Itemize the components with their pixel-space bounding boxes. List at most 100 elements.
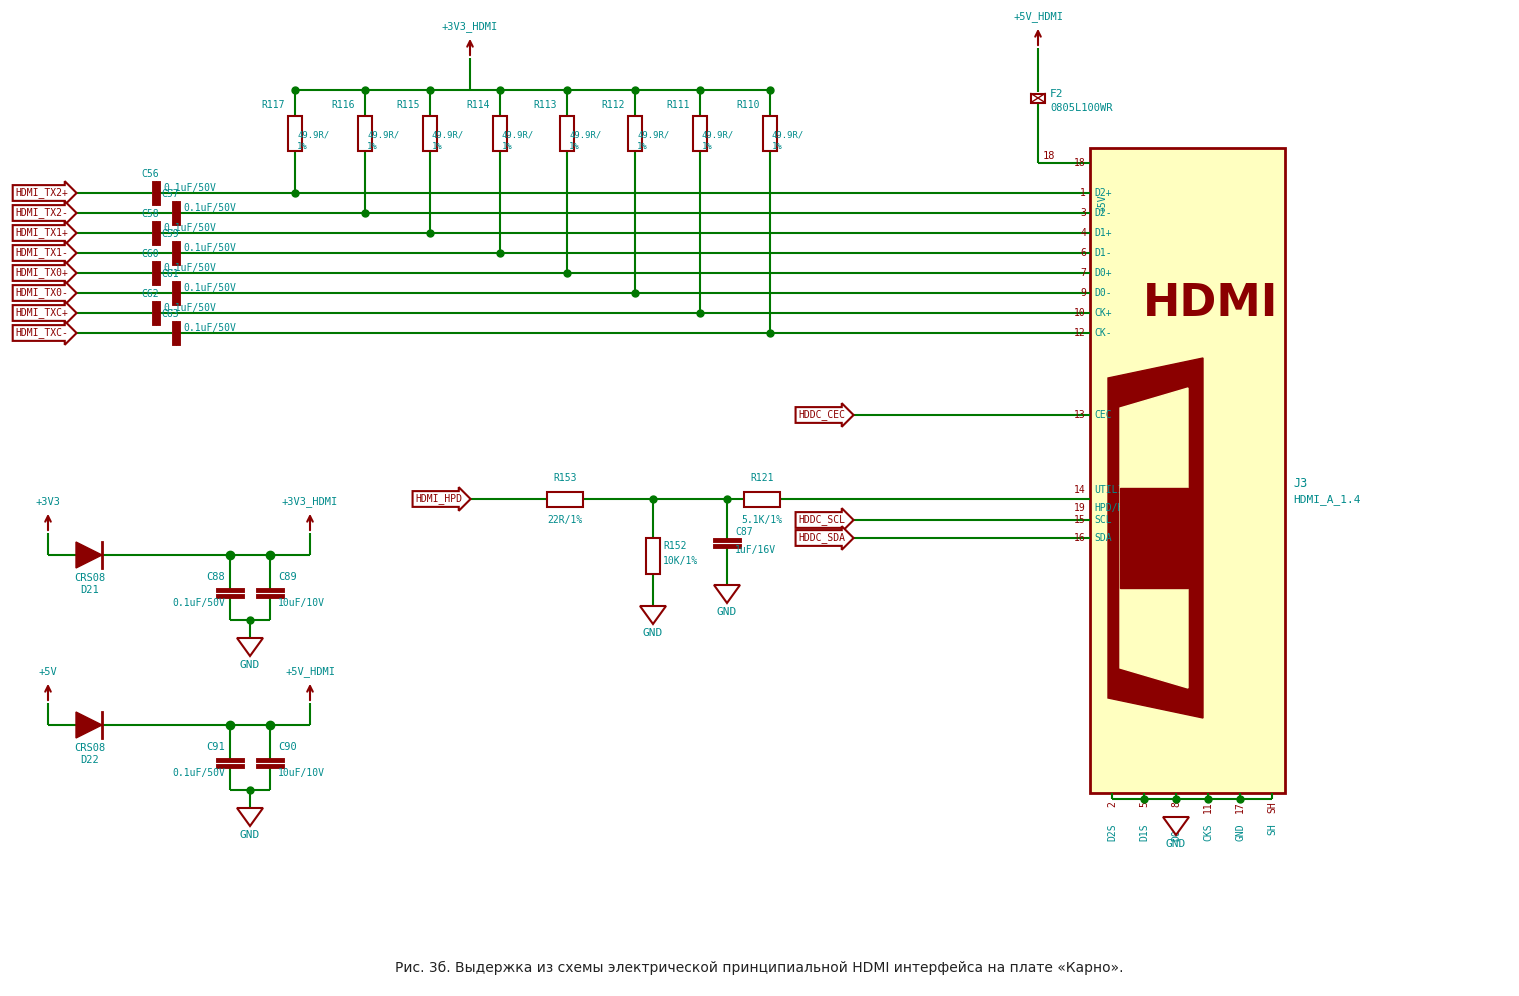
Text: R113: R113 [533,100,557,110]
Text: 12: 12 [1074,328,1086,338]
Text: HDDC_SDA: HDDC_SDA [797,533,845,544]
Text: D1S: D1S [1139,823,1148,841]
Text: R115: R115 [396,100,419,110]
Text: C63: C63 [161,309,179,319]
Text: +5V_HDMI: +5V_HDMI [286,666,336,677]
Text: D2-: D2- [1094,208,1112,218]
Text: R110: R110 [737,100,760,110]
Text: CRS08: CRS08 [74,743,106,753]
Bar [494,116,507,150]
Text: D1-: D1- [1094,248,1112,258]
Text: 1%: 1% [636,141,647,150]
Text: 0.1uF/50V: 0.1uF/50V [172,598,225,608]
Text: 1%: 1% [368,141,378,150]
Text: R116: R116 [331,100,355,110]
Text: +3V3_HDMI: +3V3_HDMI [442,21,498,32]
Polygon shape [76,712,102,738]
Text: C62: C62 [141,289,159,299]
Text: CK+: CK+ [1094,308,1112,318]
Text: C91: C91 [207,742,225,752]
Text: C56: C56 [141,169,159,179]
Bar [1031,94,1045,103]
Text: D21: D21 [81,585,99,595]
Text: HDMI: HDMI [1144,282,1279,325]
Text: C90: C90 [278,742,296,752]
Text: GND: GND [240,660,260,670]
Text: 49.9R/: 49.9R/ [772,130,804,139]
Polygon shape [639,606,665,624]
Text: C57: C57 [161,189,179,199]
Text: +5V_HDMI: +5V_HDMI [1013,11,1063,22]
Text: C88: C88 [207,572,225,582]
Text: 0.1uF/50V: 0.1uF/50V [163,303,216,313]
Text: HDDC_SCL: HDDC_SCL [797,515,845,526]
Text: HDMI_TX1+: HDMI_TX1+ [15,227,68,238]
Text: R153: R153 [553,473,577,483]
Text: R117: R117 [261,100,286,110]
Text: HDMI_TXC+: HDMI_TXC+ [15,308,68,319]
Bar [358,116,372,150]
Text: 7: 7 [1080,268,1086,278]
Text: GND: GND [717,607,737,617]
Text: 11: 11 [1203,801,1214,813]
Bar [763,116,778,150]
Text: HDMI_TXC-: HDMI_TXC- [15,328,68,339]
Text: GND: GND [1167,839,1186,849]
Text: D2S: D2S [1107,823,1116,841]
Text: 1%: 1% [772,141,782,150]
Text: 2: 2 [1107,801,1116,807]
Text: CEC: CEC [1094,410,1112,420]
Text: 0805L100WR: 0805L100WR [1050,103,1112,113]
Text: 1: 1 [1080,188,1086,198]
Polygon shape [1120,388,1188,688]
Text: 5.1K/1%: 5.1K/1% [741,515,782,525]
Text: 1uF/16V: 1uF/16V [735,545,776,555]
Text: C89: C89 [278,572,296,582]
Text: +3V3: +3V3 [35,497,61,507]
Text: 0.1uF/50V: 0.1uF/50V [182,283,235,293]
Text: D22: D22 [81,755,99,765]
Text: 1%: 1% [431,141,442,150]
Text: 0.1uF/50V: 0.1uF/50V [182,243,235,253]
Text: 16: 16 [1074,533,1086,543]
Text: SCL: SCL [1094,515,1112,525]
Text: 10: 10 [1074,308,1086,318]
Text: SH: SH [1267,801,1277,813]
Text: 0.1uF/50V: 0.1uF/50V [163,223,216,233]
Text: HDMI_A_1.4: HDMI_A_1.4 [1293,494,1361,505]
Polygon shape [76,542,102,568]
Text: 17: 17 [1235,801,1246,813]
Text: C61: C61 [161,269,179,279]
Text: 0.1uF/50V: 0.1uF/50V [182,323,235,333]
Text: 4: 4 [1080,228,1086,238]
Text: C58: C58 [141,209,159,219]
Text: 0.1uF/50V: 0.1uF/50V [163,183,216,193]
Text: R114: R114 [466,100,491,110]
Text: GND: GND [1235,823,1246,841]
Text: 15: 15 [1074,515,1086,525]
Text: CK-: CK- [1094,328,1112,338]
Text: 49.9R/: 49.9R/ [368,130,399,139]
Bar [547,491,583,507]
Polygon shape [237,808,263,826]
Text: 1%: 1% [501,141,513,150]
Text: 0.1uF/50V: 0.1uF/50V [172,768,225,778]
Text: HPD/HEAC-: HPD/HEAC- [1094,503,1147,513]
Text: 13: 13 [1074,410,1086,420]
Text: 19: 19 [1074,503,1086,513]
Text: 6: 6 [1080,248,1086,258]
Text: +5V: +5V [38,667,58,677]
Text: GND: GND [240,830,260,840]
Text: 18: 18 [1044,151,1056,161]
Text: 8: 8 [1171,801,1180,807]
Text: HDMI_TX2+: HDMI_TX2+ [15,187,68,198]
Text: 49.9R/: 49.9R/ [570,130,602,139]
Text: 10uF/10V: 10uF/10V [278,768,325,778]
Bar [693,116,706,150]
Text: D2+: D2+ [1094,188,1112,198]
Bar [744,491,779,507]
Text: R112: R112 [602,100,624,110]
Bar [561,116,574,150]
Text: 18: 18 [1074,158,1086,168]
Text: R121: R121 [750,473,773,483]
